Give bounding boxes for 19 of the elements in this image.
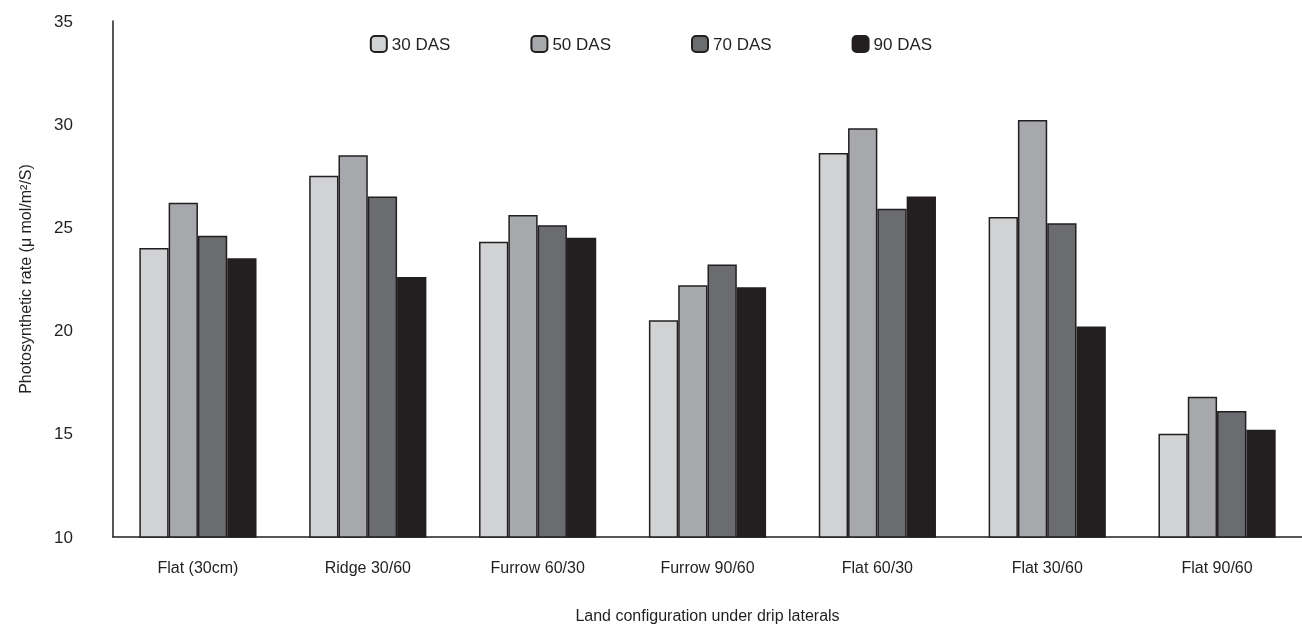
legend-label: 30 DAS [391, 34, 451, 54]
y-tick-label: 25 [54, 217, 73, 237]
x-axis-title: Land configuration under drip laterals [575, 606, 840, 624]
x-tick-label: Flat 60/30 [841, 558, 914, 576]
x-tick-label: Furrow 60/30 [490, 558, 585, 576]
x-tick-label: Flat 90/60 [1181, 558, 1253, 576]
x-tick-label: Ridge 30/60 [324, 558, 412, 576]
y-axis-title: Photosynthetic rate (μ mol/m²/S) [16, 164, 34, 394]
legend-label: 90 DAS [873, 34, 933, 54]
legend-label: 50 DAS [552, 34, 612, 54]
x-tick-label: Flat 30/60 [1011, 558, 1083, 576]
x-tick-label: Furrow 90/60 [660, 558, 755, 576]
y-tick-label: 35 [54, 11, 73, 31]
y-tick-label: 10 [54, 527, 73, 547]
legend-label: 70 DAS [713, 34, 772, 54]
y-tick-label: 30 [54, 114, 73, 134]
x-tick-label: Flat (30cm) [157, 558, 239, 576]
y-tick-label: 15 [54, 424, 73, 444]
y-tick-label: 20 [54, 321, 73, 341]
